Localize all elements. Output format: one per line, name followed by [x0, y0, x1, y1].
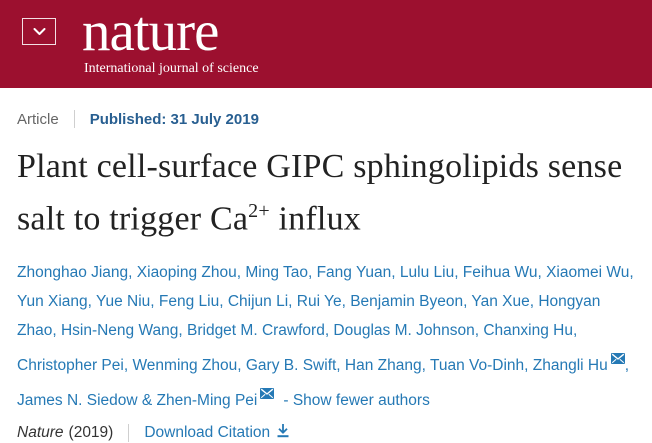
- citation-row: Nature (2019) Download Citation: [17, 423, 636, 443]
- divider: [128, 424, 130, 443]
- download-icon: [276, 423, 290, 443]
- article-title: Plant cell-surface GIPC sphingolipids se…: [17, 145, 636, 241]
- article-type-label: Article: [17, 110, 59, 128]
- envelope-icon[interactable]: [610, 345, 625, 374]
- article-header-section: Article Published: 31 July 2019 Plant ce…: [0, 110, 652, 443]
- title-superscript: 2+: [248, 200, 270, 222]
- envelope-icon[interactable]: [260, 380, 275, 409]
- divider: [73, 110, 75, 128]
- chevron-down-icon: [33, 27, 46, 36]
- nature-wordmark: nature: [82, 0, 219, 63]
- nature-logo[interactable]: nature International journal of science: [82, 0, 259, 77]
- article-meta-row: Article Published: 31 July 2019: [17, 110, 636, 128]
- title-text-end: influx: [269, 200, 361, 238]
- author-list: Zhonghao Jiang, Xiaoping Zhou, Ming Tao,…: [17, 258, 636, 415]
- download-citation-link[interactable]: Download Citation: [144, 423, 290, 443]
- title-text: Plant cell-surface GIPC sphingolipids se…: [17, 148, 623, 238]
- journal-year: (2019): [68, 424, 114, 442]
- journal-name: Nature: [17, 424, 64, 442]
- show-fewer-authors-link[interactable]: - Show fewer authors: [283, 392, 430, 410]
- author-links-continued[interactable]: , James N. Siedow & Zhen-Ming Pei: [17, 357, 630, 410]
- published-date: Published: 31 July 2019: [89, 110, 259, 128]
- menu-toggle-button[interactable]: [22, 18, 56, 45]
- download-citation-label: Download Citation: [144, 424, 271, 442]
- author-links[interactable]: Zhonghao Jiang, Xiaoping Zhou, Ming Tao,…: [17, 264, 634, 375]
- masthead: nature International journal of science: [0, 0, 652, 88]
- nature-tagline: International journal of science: [84, 61, 259, 76]
